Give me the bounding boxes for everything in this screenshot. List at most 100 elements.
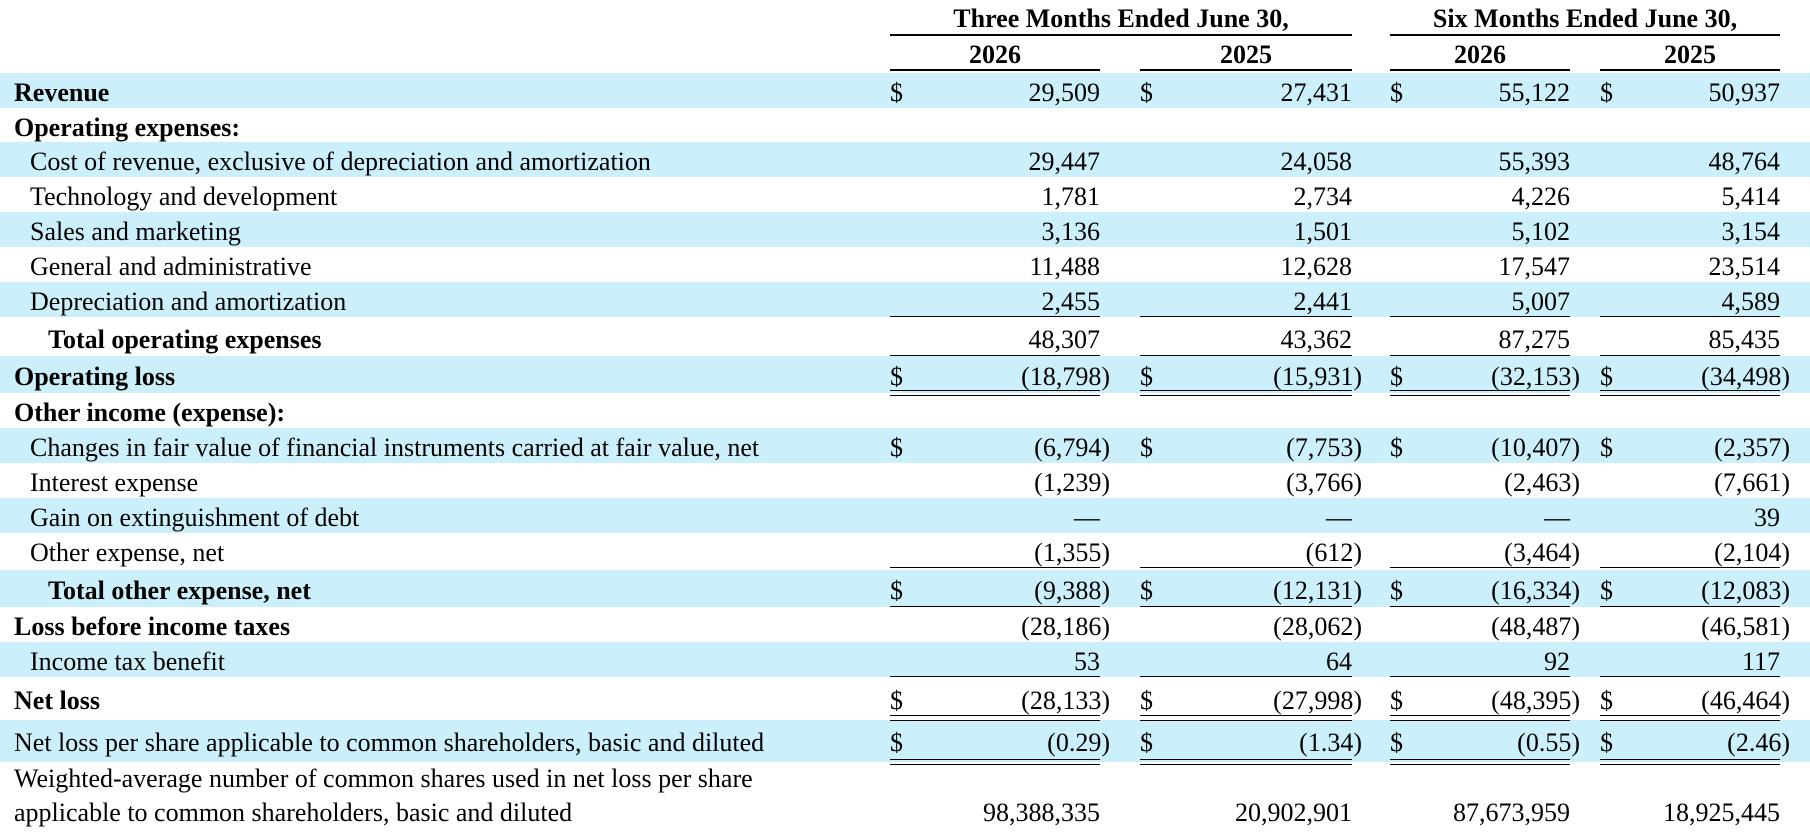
underline (890, 355, 1100, 356)
underline (1140, 316, 1352, 317)
row-value: 2,455 (1041, 287, 1101, 316)
row-value: (46,464) (1701, 686, 1790, 715)
table-row: Income tax benefit 53 64 92 117 (0, 642, 1810, 677)
table-row: Technology and development 1,781 2,734 4,22… (0, 177, 1810, 212)
table-row: Operating expenses: (0, 108, 1810, 143)
dollar-sign: $ (1140, 686, 1153, 715)
underline (1600, 676, 1780, 677)
row-value: — (1074, 503, 1100, 532)
underline (1390, 676, 1570, 677)
row-label: General and administrative (30, 252, 312, 281)
table-row: Sales and marketing 3,136 1,501 5,102 3,154 (0, 212, 1810, 247)
table-row: Weighted-average number of common shares… (0, 762, 1810, 834)
header-six-months-rule (1390, 34, 1780, 36)
underline (890, 676, 1100, 677)
table-row: Net loss $ (28,133) $ (27,998) $ (48,395) $ (46,… (0, 680, 1810, 718)
double-underline (1600, 759, 1780, 765)
underline (1600, 567, 1780, 568)
row-value: (28,133) (1021, 686, 1110, 715)
dollar-sign: $ (1390, 78, 1403, 107)
row-label: Net loss (14, 686, 100, 715)
row-value: (1,355) (1034, 538, 1110, 567)
table-row: Interest expense (1,239) (3,766) (2,463) (7,… (0, 463, 1810, 498)
row-value: (28,062) (1273, 612, 1362, 641)
underline (1140, 355, 1352, 356)
table-row: Depreciation and amortization 2,455 2,441 5… (0, 282, 1810, 317)
row-value: (15,931) (1273, 362, 1362, 391)
row-value: 5,102 (1511, 217, 1571, 246)
row-value: 87,673,959 (1453, 798, 1570, 827)
header-year-3-rule (1390, 69, 1570, 71)
underline (1390, 316, 1570, 317)
row-value: 27,431 (1280, 78, 1353, 107)
row-value: 64 (1326, 647, 1352, 676)
row-value: (16,334) (1491, 576, 1580, 605)
table-row: Loss before income taxes (28,186) (28,062)… (0, 607, 1810, 642)
row-value: 3,154 (1721, 217, 1781, 246)
header-year-3: 2026 (1454, 40, 1506, 69)
table-row: Other income (expense): (0, 393, 1810, 428)
dollar-sign: $ (890, 686, 903, 715)
underline (890, 606, 1100, 607)
row-value: (6,794) (1034, 433, 1110, 462)
table-row: Total operating expenses 48,307 43,362 87,2… (0, 319, 1810, 356)
row-value: 11,488 (1029, 252, 1100, 281)
row-value: 98,388,335 (983, 798, 1100, 827)
row-label-continued: applicable to common shareholders, basic… (14, 798, 573, 827)
row-value: (27,998) (1273, 686, 1362, 715)
row-value: 43,362 (1280, 325, 1353, 354)
table-row: Other expense, net (1,355) (612) (3,464) (2,… (0, 533, 1810, 568)
row-label: Interest expense (30, 468, 199, 497)
dollar-sign: $ (890, 728, 903, 757)
row-value: 48,764 (1708, 147, 1781, 176)
row-value: (2,104) (1714, 538, 1790, 567)
row-value: (7,661) (1714, 468, 1790, 497)
underline (1390, 355, 1570, 356)
row-value: (46,581) (1701, 612, 1790, 641)
row-label: Sales and marketing (30, 217, 241, 246)
double-underline (1390, 759, 1570, 765)
row-value: (10,407) (1491, 433, 1580, 462)
dollar-sign: $ (890, 78, 903, 107)
row-value: 39 (1754, 503, 1780, 532)
row-value: 4,226 (1511, 182, 1571, 211)
row-value: 29,447 (1028, 147, 1101, 176)
underline (1140, 676, 1352, 677)
row-value: (28,186) (1021, 612, 1110, 641)
row-value: (0.55) (1517, 728, 1580, 757)
header-year-4: 2025 (1664, 40, 1716, 69)
double-underline (1390, 390, 1570, 396)
dollar-sign: $ (1600, 433, 1613, 462)
underline (1600, 355, 1780, 356)
row-value: (2,463) (1504, 468, 1580, 497)
row-label: Weighted-average number of common shares… (14, 764, 753, 793)
dollar-sign: $ (1390, 728, 1403, 757)
row-value: 29,509 (1028, 78, 1101, 107)
double-underline (1600, 390, 1780, 396)
row-value: 5,414 (1721, 182, 1781, 211)
double-underline (1140, 715, 1352, 721)
dollar-sign: $ (1390, 433, 1403, 462)
row-label: Operating expenses: (14, 113, 241, 142)
underline (1140, 567, 1352, 568)
row-value: 2,734 (1293, 182, 1353, 211)
row-label: Other income (expense): (14, 398, 286, 427)
row-label: Income tax benefit (30, 647, 225, 676)
dollar-sign: $ (1600, 78, 1613, 107)
underline (890, 567, 1100, 568)
dollar-sign: $ (1140, 78, 1153, 107)
row-value: (48,487) (1491, 612, 1580, 641)
row-value: (12,131) (1273, 576, 1362, 605)
header-year-2-rule (1140, 69, 1352, 71)
row-value: 55,122 (1498, 78, 1571, 107)
double-underline (1390, 715, 1570, 721)
row-value: 5,007 (1511, 287, 1571, 316)
double-underline (1140, 390, 1352, 396)
table-row: Cost of revenue, exclusive of depreciati… (0, 142, 1810, 177)
dollar-sign: $ (1600, 728, 1613, 757)
row-value: 20,902,901 (1235, 798, 1352, 827)
table-row: Operating loss $ (18,798) $ (15,931) $ (32,153… (0, 356, 1810, 393)
table-row: Total other expense, net $ (9,388) $ (12,131… (0, 570, 1810, 607)
header-year-1: 2026 (969, 40, 1021, 69)
row-label: Cost of revenue, exclusive of depreciati… (30, 147, 651, 176)
